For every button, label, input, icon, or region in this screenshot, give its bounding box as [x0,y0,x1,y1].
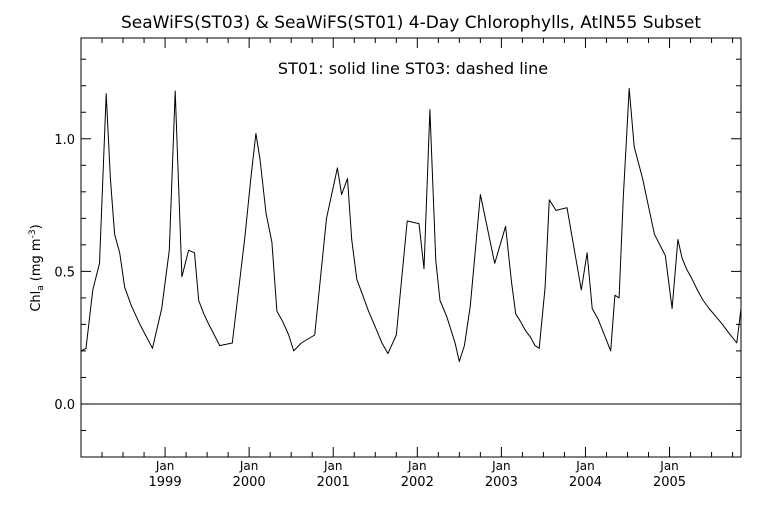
x-tick-label-year: 1999 [149,475,182,490]
chart-annotation: ST01: solid line ST03: dashed line [278,59,548,78]
y-tick-label: 0.0 [54,398,75,413]
axes: 0.0 0.5 1.0 Jan 1999 Jan 2000 Jan 2001 Jan 2002 Jan… [54,37,742,490]
y-axis-label-units: (mg m [29,238,44,281]
y-tick-label: 0.5 [54,265,75,280]
series-line-solid [80,87,742,362]
x-tick-label-month: Jan [155,459,175,473]
x-tick-label-month: Jan [491,459,511,473]
x-tick-label-month: Jan [659,459,679,473]
x-tick-label-month: Jan [407,459,427,473]
x-tick-label-year: 2002 [401,475,434,490]
x-tick-label-year: 2000 [233,475,266,490]
x-tick-label-month: Jan [323,459,343,473]
plot-frame [80,37,742,458]
x-tick-label-year: 2005 [653,475,686,490]
svg-text:Chla(mg m-3): Chla (mg m-3) [28,224,46,311]
x-tick-label-month: Jan [575,459,595,473]
y-axis-label-sub: a [36,285,46,291]
y-axis-label-exp: -3 [28,229,38,238]
chart-title: SeaWiFS(ST03) & SeaWiFS(ST01) 4-Day Chlo… [121,13,701,33]
series-layer [80,87,742,362]
y-axis-label: Chla (mg m-3) [28,224,46,311]
x-tick-label-year: 2003 [485,475,518,490]
x-tick-label-year: 2004 [569,475,602,490]
x-tick-label-month: Jan [239,459,259,473]
x-tick-label-year: 2001 [317,475,350,490]
y-axis-label-main: Chl [29,291,44,312]
y-tick-label: 1.0 [54,133,75,148]
y-axis-label-close: ) [29,224,44,229]
